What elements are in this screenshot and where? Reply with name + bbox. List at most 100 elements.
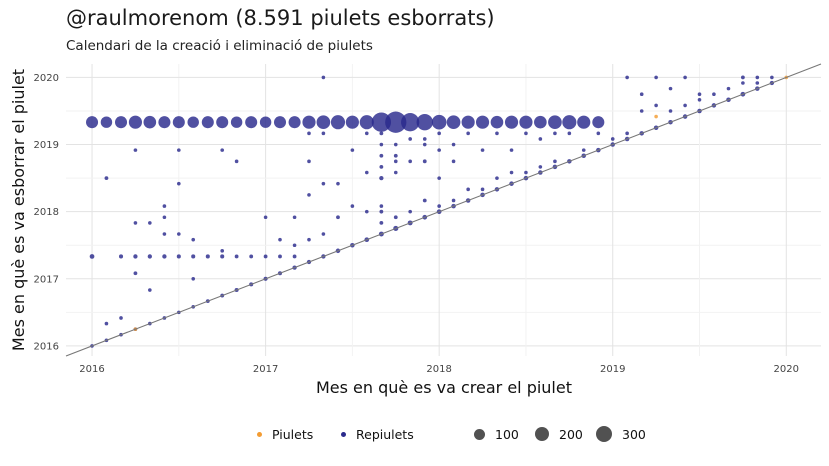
point-repiulets (451, 198, 456, 203)
point-repiulets (697, 97, 702, 102)
point-repiulets (562, 115, 577, 130)
legend-item-piulets: Piulets (257, 424, 313, 444)
point-repiulets (158, 116, 171, 129)
point-repiulets (177, 181, 181, 186)
point-repiulets (187, 116, 199, 128)
point-repiulets (437, 204, 441, 208)
point-repiulets (133, 221, 138, 225)
point-repiulets (234, 254, 239, 259)
point-repiulets (625, 131, 629, 136)
size-swatch-200 (535, 427, 549, 441)
size-swatch-300 (596, 426, 612, 442)
point-repiulets (408, 209, 412, 214)
size-label-100: 100 (495, 426, 519, 442)
point-repiulets (385, 111, 407, 133)
point-repiulets (379, 175, 384, 181)
x-tick-label: 2016 (79, 364, 104, 375)
point-repiulets (133, 254, 138, 259)
point-repiulets (466, 187, 470, 192)
point-repiulets (610, 137, 615, 141)
x-axis-title: Mes en què es va crear el piulet (316, 378, 572, 397)
point-repiulets (379, 220, 384, 225)
y-tick-label: 2018 (34, 207, 59, 218)
point-repiulets (567, 131, 572, 136)
point-repiulets (307, 159, 311, 164)
point-repiulets (316, 115, 331, 130)
point-repiulets (220, 249, 225, 253)
point-repiulets (553, 131, 557, 136)
point-repiulets (495, 131, 499, 136)
legend-label-repiulets: Repiulets (356, 426, 414, 442)
point-repiulets (480, 187, 485, 192)
point-repiulets (697, 92, 702, 97)
x-tick-label: 2020 (774, 364, 799, 375)
point-repiulets (416, 114, 433, 131)
legend-label-piulets: Piulets (272, 426, 314, 442)
y-tick-label: 2016 (34, 341, 59, 352)
point-repiulets (712, 92, 716, 97)
point-repiulets (133, 148, 138, 152)
point-repiulets (364, 131, 369, 136)
point-repiulets (336, 181, 340, 186)
point-repiulets (446, 115, 461, 130)
point-repiulets (408, 159, 412, 164)
point-repiulets (538, 165, 543, 169)
point-repiulets (191, 254, 196, 259)
point-repiulets (177, 148, 181, 152)
point-repiulets (379, 165, 384, 169)
point-repiulets (278, 237, 282, 242)
point-repiulets (321, 75, 326, 80)
point-repiulets (755, 75, 760, 80)
chart-title: @raulmorenom (8.591 piulets esborrats) (66, 6, 495, 30)
point-repiulets (740, 75, 745, 80)
point-repiulets (128, 115, 142, 129)
point-repiulets (495, 176, 499, 180)
point-repiulets (288, 116, 301, 129)
point-repiulets (245, 116, 258, 129)
point-repiulets (683, 103, 687, 108)
point-repiulets (86, 116, 99, 129)
point-repiulets (330, 115, 346, 130)
legend-swatch-repiulets (341, 431, 346, 437)
point-repiulets (741, 81, 745, 85)
point-repiulets (177, 232, 181, 236)
point-repiulets (104, 321, 109, 326)
point-repiulets (393, 159, 398, 164)
point-repiulets (259, 116, 272, 128)
point-repiulets (393, 153, 398, 158)
point-repiulets (519, 115, 533, 129)
point-repiulets (625, 75, 629, 80)
grid-lines (66, 64, 821, 356)
point-repiulets (437, 131, 441, 136)
point-repiulets (364, 209, 369, 214)
point-repiulets (475, 115, 490, 129)
point-repiulets (162, 232, 167, 236)
point-repiulets (321, 232, 326, 236)
point-repiulets (147, 254, 152, 259)
point-repiulets (89, 254, 95, 259)
point-repiulets (350, 148, 355, 152)
legend-size-300: 300 (596, 424, 646, 444)
point-repiulets (654, 75, 658, 80)
x-tick-label: 2018 (426, 364, 451, 375)
point-repiulets (668, 86, 673, 91)
point-repiulets (422, 142, 427, 147)
point-repiulets (431, 114, 447, 130)
point-repiulets (292, 215, 297, 220)
point-repiulets (307, 237, 311, 242)
x-tick-label: 2017 (253, 364, 278, 375)
y-axis-title: Mes en què es va esborrar el piulet (9, 69, 28, 351)
point-repiulets (278, 254, 282, 259)
point-repiulets (422, 159, 427, 164)
point-repiulets (336, 215, 340, 220)
point-repiulets (490, 115, 504, 129)
point-repiulets (639, 92, 644, 97)
point-repiulets (162, 204, 167, 208)
legend-swatch-piulets (257, 431, 262, 437)
point-repiulets (437, 148, 441, 152)
point-repiulets (148, 288, 152, 292)
point-repiulets (104, 176, 109, 181)
point-repiulets (345, 115, 359, 129)
point-repiulets (770, 75, 774, 80)
point-repiulets (292, 243, 297, 248)
